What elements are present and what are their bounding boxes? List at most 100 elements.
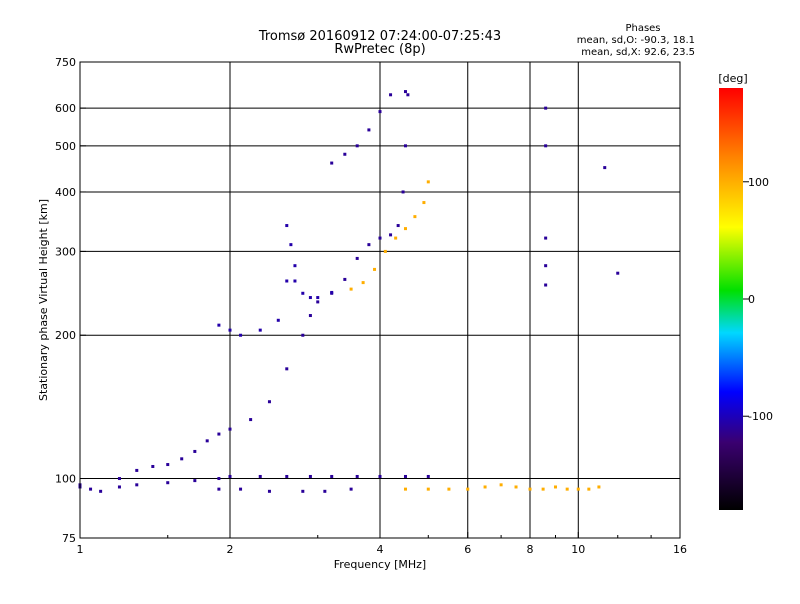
echo-point — [367, 128, 371, 132]
x-tick-label: 16 — [673, 543, 687, 556]
echo-point — [403, 474, 407, 478]
echo-point — [117, 485, 121, 489]
x-tick-label: 10 — [571, 543, 585, 556]
echo-point — [349, 287, 353, 291]
echo-point — [285, 279, 289, 283]
echo-point — [355, 474, 359, 478]
echo-point — [330, 474, 334, 478]
echo-point — [403, 487, 407, 491]
echo-point — [217, 487, 221, 491]
x-tick-label: 6 — [464, 543, 471, 556]
y-tick-label: 750 — [55, 56, 76, 69]
colorbar-ticks: 100 0 -100 — [743, 176, 773, 423]
echo-point — [355, 256, 359, 260]
echo-point — [373, 267, 377, 271]
y-tick-label: 75 — [62, 532, 76, 545]
echo-point — [603, 166, 607, 170]
data-points — [78, 90, 620, 493]
echo-point — [544, 283, 548, 287]
echo-point — [267, 489, 271, 493]
echo-point — [349, 487, 353, 491]
echo-point — [135, 483, 139, 487]
echo-point — [483, 485, 487, 489]
echo-point — [217, 477, 221, 481]
echo-point — [466, 487, 470, 491]
chart-title: Tromsø 20160912 07:24:00-07:25:43 — [258, 29, 501, 44]
echo-point — [258, 328, 262, 332]
echo-point — [541, 487, 545, 491]
echo-point — [316, 300, 320, 304]
echo-point — [383, 249, 387, 253]
echo-point — [239, 487, 243, 491]
echo-point — [228, 474, 232, 478]
echo-point — [276, 318, 280, 322]
echo-point — [616, 271, 620, 275]
echo-point — [205, 439, 209, 443]
echo-point — [330, 290, 334, 294]
echo-point — [293, 264, 297, 268]
echo-point — [587, 487, 591, 491]
echo-point — [343, 152, 347, 156]
echo-point — [258, 474, 262, 478]
echo-point — [89, 487, 93, 491]
chart-subtitle: RwPretec (8p) — [334, 42, 425, 57]
axis-ticks: 1 2 4 6 8 10 16 75 100 200 300 400 500 600 750 — [55, 56, 687, 556]
echo-point — [401, 190, 405, 194]
echo-point — [293, 279, 297, 283]
x-tick-label: 1 — [77, 543, 84, 556]
y-tick-label: 200 — [55, 329, 76, 342]
echo-point — [447, 487, 451, 491]
echo-point — [394, 236, 398, 240]
plot-frame — [79, 61, 681, 539]
echo-point — [135, 468, 139, 472]
echo-point — [301, 291, 305, 295]
y-tick-label: 400 — [55, 186, 76, 199]
echo-point — [166, 463, 170, 467]
echo-point — [249, 418, 253, 422]
echo-point — [301, 489, 305, 493]
echo-point — [301, 333, 305, 337]
echo-point — [308, 296, 312, 300]
colorbar-tick-label: 100 — [748, 176, 769, 189]
y-axis-label: Stationary phase Virtual Height [km] — [37, 199, 50, 401]
echo-point — [378, 236, 382, 240]
echo-point — [316, 296, 320, 300]
echo-point — [597, 485, 601, 489]
echo-point — [355, 144, 359, 148]
echo-point — [426, 474, 430, 478]
phases-o-line: mean, sd,O: -90.3, 18.1 — [577, 35, 695, 46]
echo-point — [330, 161, 334, 165]
echo-point — [565, 487, 569, 491]
echo-point — [396, 224, 400, 228]
x-axis-label: Frequency [MHz] — [334, 558, 426, 571]
x-tick-label: 2 — [227, 543, 234, 556]
y-tick-label: 300 — [55, 245, 76, 258]
echo-point — [426, 180, 430, 184]
echo-point — [343, 277, 347, 281]
echo-point — [406, 93, 410, 97]
echo-point — [193, 479, 197, 483]
echo-point — [528, 487, 532, 491]
echo-point — [553, 485, 557, 489]
echo-point — [576, 487, 580, 491]
colorbar-label: [deg] — [718, 72, 747, 85]
echo-point — [228, 427, 232, 431]
echo-point — [544, 236, 548, 240]
echo-point — [378, 110, 382, 114]
echo-point — [239, 333, 243, 337]
echo-point — [426, 487, 430, 491]
echo-point — [285, 367, 289, 371]
colorbar-tick-label: -100 — [748, 410, 773, 423]
x-tick-label: 8 — [527, 543, 534, 556]
echo-point — [285, 474, 289, 478]
grid-lines — [80, 62, 680, 538]
echo-point — [166, 481, 170, 485]
echo-point — [180, 457, 184, 461]
colorbar — [719, 88, 743, 510]
echo-point — [117, 477, 121, 481]
echo-point — [308, 314, 312, 318]
echo-point — [422, 201, 426, 205]
echo-point — [499, 483, 503, 487]
echo-point — [289, 243, 293, 247]
phases-x-line: mean, sd,X: 92.6, 23.5 — [581, 47, 695, 58]
